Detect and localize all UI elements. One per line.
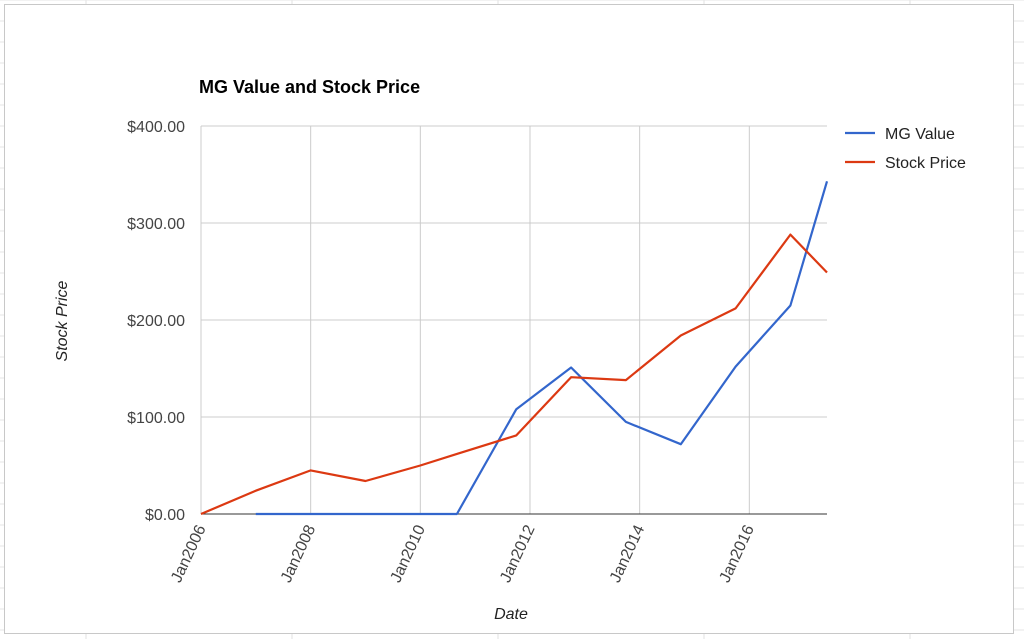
x-tick-label: Jan2012 [497, 522, 538, 585]
y-tick-label: $200.00 [127, 313, 185, 330]
gridlines [200, 125, 827, 514]
y-tick-label: $300.00 [127, 216, 185, 233]
mg-value-line[interactable] [255, 180, 829, 516]
x-tick-label: Jan2008 [278, 522, 319, 585]
stock-price-line[interactable] [200, 233, 828, 516]
y-tick-label: $400.00 [127, 119, 185, 136]
x-axis-title: Date [494, 606, 528, 623]
chart-card[interactable]: $0.00 $100.00 $200.00 $300.00 $400.00 Jan200… [4, 4, 1014, 634]
legend-label[interactable]: MG Value [885, 126, 955, 143]
line-chart: $0.00 $100.00 $200.00 $300.00 $400.00 Jan200… [54, 77, 966, 623]
x-axis-ticks: Jan2006 Jan2008 Jan2010 Jan2012 Jan2014 Jan20… [168, 522, 758, 585]
y-axis-title: Stock Price [54, 280, 71, 361]
legend[interactable]: MG Value Stock Price [845, 126, 966, 172]
x-tick-label: Jan2010 [388, 522, 429, 585]
y-axis-ticks: $0.00 $100.00 $200.00 $300.00 $400.00 [127, 119, 185, 524]
x-tick-label: Jan2006 [168, 522, 209, 585]
legend-label[interactable]: Stock Price [885, 155, 966, 172]
chart-title: MG Value and Stock Price [199, 77, 420, 97]
y-tick-label: $0.00 [145, 507, 185, 524]
x-tick-label: Jan2014 [607, 522, 648, 585]
y-tick-label: $100.00 [127, 410, 185, 427]
x-tick-label: Jan2016 [717, 522, 758, 585]
series-lines [200, 180, 829, 516]
